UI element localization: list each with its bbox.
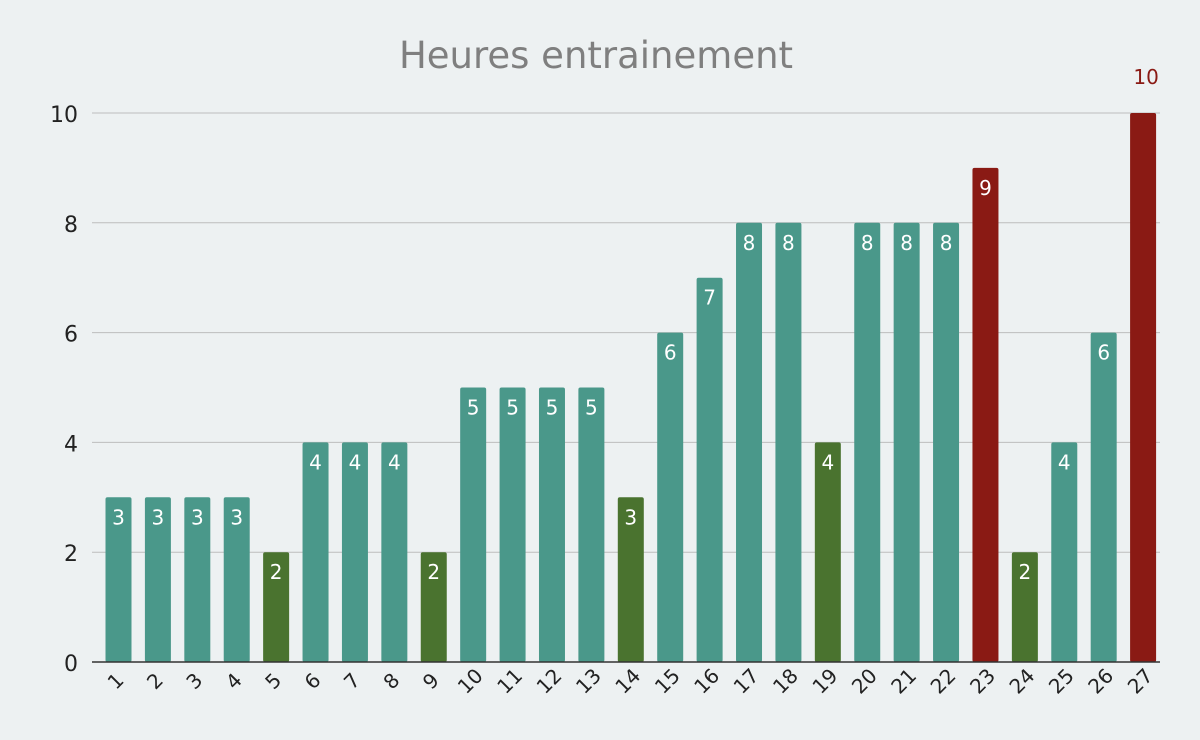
x-tick-label: 10	[453, 664, 488, 699]
bar	[341, 442, 368, 662]
data-label: 5	[546, 396, 559, 420]
bar	[302, 442, 329, 662]
data-label: 10	[1133, 65, 1158, 89]
data-label: 8	[743, 231, 756, 255]
data-label: 6	[664, 341, 677, 365]
y-tick-label: 6	[64, 323, 78, 348]
y-axis-ticks: 0 2 4 6 8 10	[50, 103, 78, 677]
data-label: 7	[703, 286, 716, 310]
y-tick-label: 2	[64, 542, 78, 567]
data-label: 4	[349, 450, 362, 474]
bar	[893, 222, 920, 663]
bar	[144, 497, 171, 662]
x-tick-label: 26	[1083, 664, 1118, 699]
x-axis-ticks: 1 2 3 4 5 6 7 8 9 10 11 12 13 14 15 16 17 18 19 20 21 22 23 24 2…	[103, 664, 1158, 699]
gridlines	[92, 112, 1160, 553]
bars	[105, 113, 1157, 663]
bar	[263, 552, 290, 662]
data-labels: 3 3 3 3 2 4 4 4 2 5 5 5 5 3 6 7 8 8 4 8 8 8 9 2 4 6 10	[112, 65, 1159, 584]
bar	[460, 387, 487, 662]
data-label: 6	[1097, 341, 1110, 365]
data-label: 2	[427, 560, 440, 584]
data-label: 5	[467, 396, 480, 420]
x-tick-label: 17	[729, 664, 764, 699]
y-tick-label: 0	[64, 652, 78, 677]
bar	[814, 442, 841, 662]
bar	[775, 222, 802, 663]
data-label: 3	[112, 505, 125, 529]
x-tick-label: 1	[103, 668, 129, 694]
x-tick-label: 20	[847, 664, 882, 699]
x-tick-label: 15	[650, 664, 685, 699]
x-tick-label: 7	[339, 668, 365, 694]
data-label: 3	[191, 505, 204, 529]
data-label: 3	[230, 505, 243, 529]
x-tick-label: 6	[300, 668, 326, 694]
data-label: 4	[388, 450, 401, 474]
x-tick-label: 11	[492, 664, 527, 699]
x-tick-label: 14	[610, 664, 645, 699]
x-tick-label: 5	[260, 668, 286, 694]
x-tick-label: 16	[689, 664, 724, 699]
bar	[736, 222, 763, 663]
x-tick-label: 4	[221, 668, 247, 694]
data-label: 3	[152, 505, 165, 529]
bar	[1090, 332, 1117, 662]
data-label: 2	[270, 560, 283, 584]
data-label: 8	[861, 231, 874, 255]
bar	[1130, 113, 1157, 662]
x-tick-label: 8	[378, 668, 404, 694]
data-label: 8	[782, 231, 795, 255]
bar	[972, 167, 999, 662]
x-tick-label: 24	[1004, 664, 1039, 699]
bar	[184, 497, 211, 662]
y-tick-label: 8	[64, 213, 78, 238]
x-tick-label: 3	[181, 668, 207, 694]
data-label: 4	[309, 450, 322, 474]
data-label: 9	[979, 176, 992, 200]
data-label: 5	[585, 396, 598, 420]
x-tick-label: 19	[807, 664, 842, 699]
chart-title: Heures entrainement	[399, 34, 793, 77]
bar	[499, 387, 526, 662]
bar	[105, 497, 132, 662]
data-label: 2	[1019, 560, 1032, 584]
x-tick-label: 12	[532, 664, 567, 699]
x-tick-label: 9	[418, 668, 444, 694]
x-tick-label: 2	[142, 668, 168, 694]
bar	[538, 387, 565, 662]
data-label: 8	[940, 231, 953, 255]
data-label: 4	[821, 450, 834, 474]
data-label: 5	[506, 396, 519, 420]
x-tick-label: 18	[768, 664, 803, 699]
bar	[1011, 552, 1038, 662]
x-tick-label: 27	[1123, 664, 1158, 699]
y-tick-label: 10	[50, 103, 78, 128]
data-label: 3	[624, 505, 637, 529]
data-label: 4	[1058, 450, 1071, 474]
bar	[1051, 442, 1078, 662]
x-tick-label: 21	[886, 664, 921, 699]
y-tick-label: 4	[64, 432, 78, 457]
data-label: 8	[900, 231, 913, 255]
bar	[617, 497, 644, 662]
bar	[854, 222, 881, 663]
bar	[657, 332, 684, 662]
bar	[420, 552, 447, 662]
x-tick-label: 22	[926, 664, 961, 699]
x-tick-label: 23	[965, 664, 1000, 699]
bar	[696, 277, 723, 662]
bar	[381, 442, 408, 662]
x-tick-label: 25	[1044, 664, 1079, 699]
bar	[223, 497, 250, 662]
x-tick-label: 13	[571, 664, 606, 699]
bar	[578, 387, 605, 662]
bar	[933, 222, 960, 663]
